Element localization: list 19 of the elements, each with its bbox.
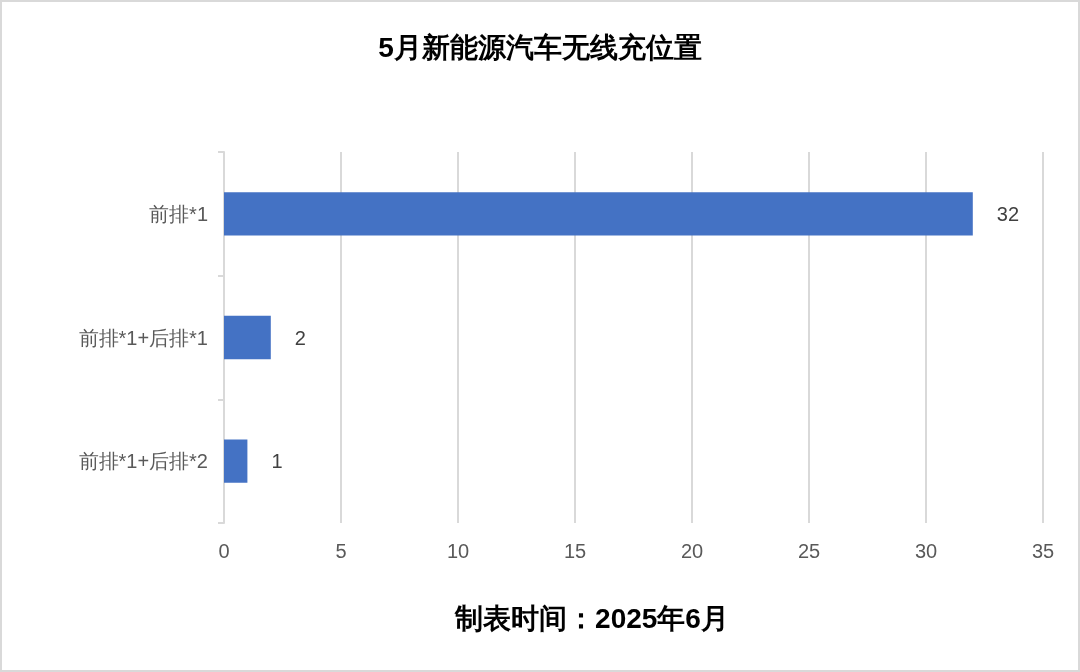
x-tick-label: 35	[1031, 540, 1055, 562]
y-tick-label: 前排*1+后排*2	[78, 450, 208, 473]
x-tick-label: 30	[914, 540, 938, 562]
x-tick-label: 5	[335, 540, 347, 562]
data-label: 2	[294, 326, 306, 349]
y-tick-label: 前排*1	[149, 202, 208, 225]
x-tick-label: 20	[680, 540, 704, 562]
data-label: 32	[996, 202, 1020, 225]
x-tick-label: 10	[446, 540, 470, 562]
data-label: 1	[271, 450, 283, 473]
text: 制表时间：2025年6月	[454, 602, 729, 634]
bar	[224, 315, 271, 360]
x-tick-label: 25	[797, 540, 821, 562]
bar	[224, 192, 973, 236]
x-tick-label: 0	[218, 540, 230, 562]
chart-title: 5月新能源汽车无线充位置	[378, 31, 702, 63]
bar	[224, 439, 248, 483]
x-tick-label: 15	[563, 540, 587, 562]
y-tick-label: 前排*1+后排*1	[78, 326, 208, 349]
